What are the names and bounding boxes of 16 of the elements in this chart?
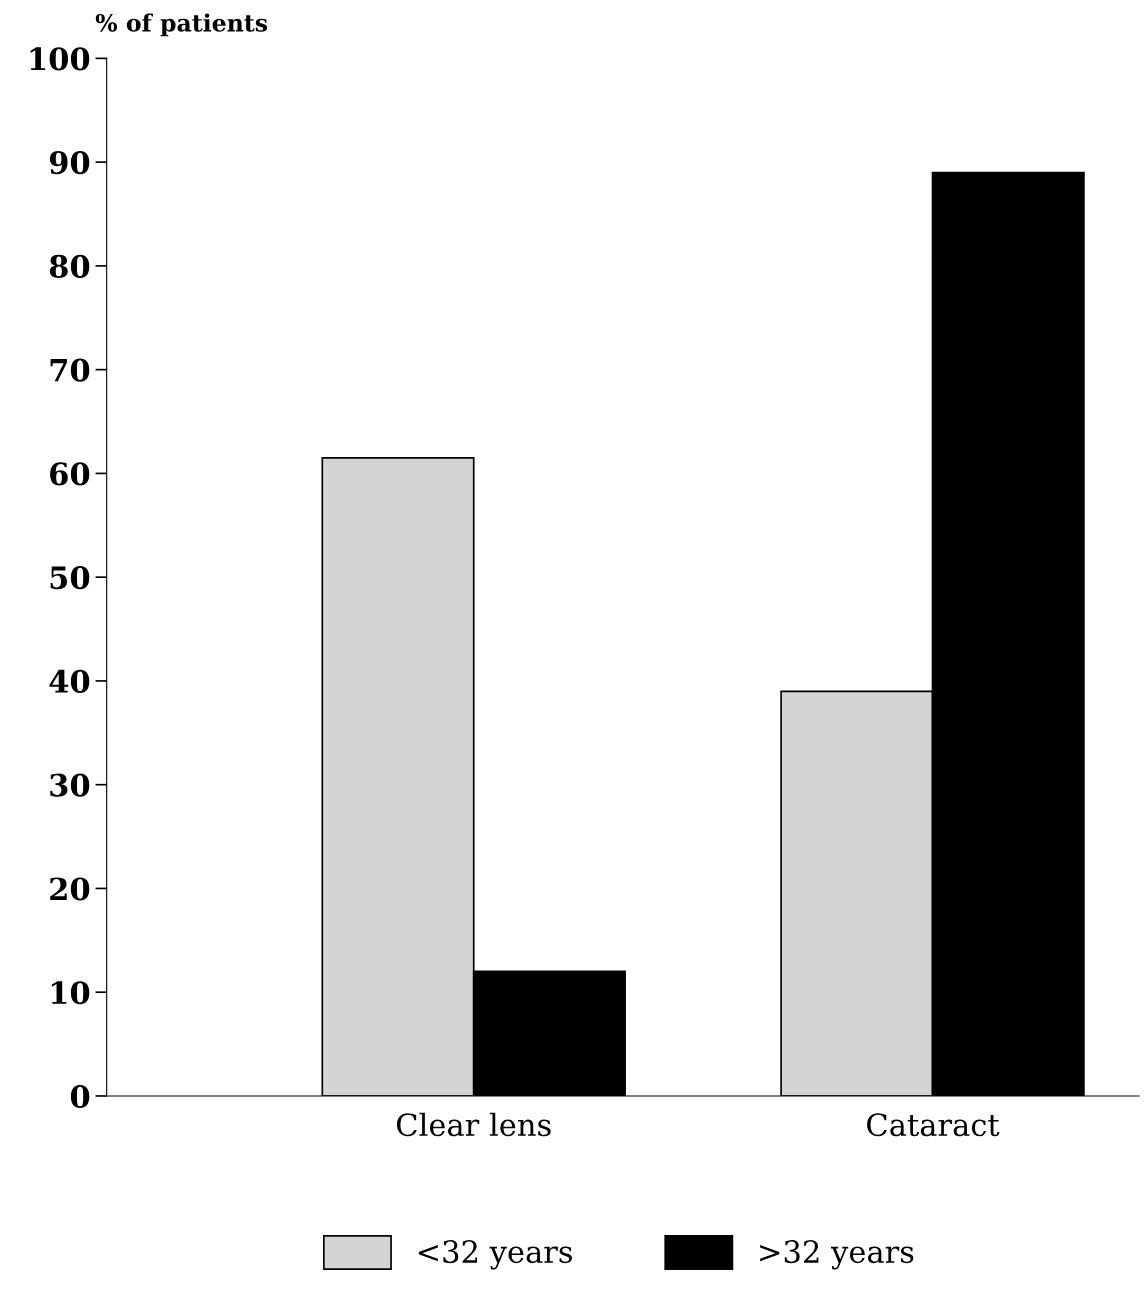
y-tick-label: 0 [70,1084,90,1109]
y-tick-label: 100 [30,47,90,71]
y-tick-label: 70 [50,358,90,382]
y-tick-label: 30 [50,773,90,797]
y-tick-label: 50 [50,566,90,590]
legend-label: <32 years [418,1240,572,1270]
y-tick-label: 40 [49,669,90,693]
y-tick-label: 60 [50,462,90,486]
y-tick-label: 10 [51,981,90,1005]
y-axis-title: % of patients [95,13,268,37]
y-tick-label: 90 [49,151,90,175]
legend-label: >32 years [760,1240,914,1270]
y-tick-label: 20 [50,877,90,901]
x-tick-label: Cataract [867,1113,1000,1137]
y-tick-label: 80 [49,254,90,278]
x-tick-label: Clear lens [396,1112,551,1137]
